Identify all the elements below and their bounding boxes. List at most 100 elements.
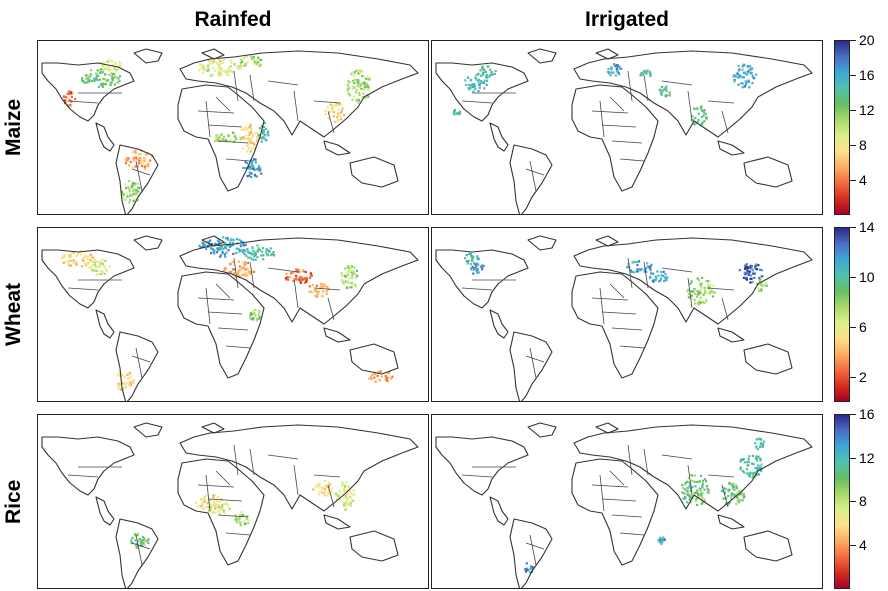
yield-pixel	[254, 144, 257, 147]
yield-pixel	[248, 133, 251, 136]
yield-pixel	[226, 236, 229, 240]
yield-pixel	[209, 243, 212, 246]
yield-pixel	[248, 174, 251, 177]
yield-pixel	[733, 493, 736, 496]
yield-pixel	[232, 238, 235, 242]
yield-pixel	[350, 282, 353, 285]
yield-pixel	[468, 252, 471, 255]
yield-pixel	[356, 78, 359, 82]
yield-pixel	[258, 311, 261, 314]
yield-pixel	[643, 270, 646, 273]
yield-pixel	[100, 68, 103, 71]
yield-pixel	[740, 493, 743, 496]
yield-pixel	[85, 77, 88, 80]
yield-pixel	[64, 253, 67, 257]
yield-pixel	[135, 191, 138, 194]
yield-pixel	[477, 263, 480, 266]
yield-pixel	[258, 316, 261, 319]
continent-outline	[573, 237, 813, 325]
yield-pixel	[690, 290, 693, 293]
yield-pixel	[269, 247, 272, 250]
yield-pixel	[248, 166, 251, 169]
yield-pixel	[744, 264, 747, 267]
yield-pixel	[93, 259, 96, 262]
yield-pixel	[737, 65, 740, 68]
yield-pixel	[352, 270, 355, 273]
yield-pixel	[524, 568, 527, 571]
yield-pixel	[247, 143, 250, 146]
yield-pixel	[684, 497, 687, 500]
yield-pixel	[728, 481, 731, 485]
yield-pixel	[738, 490, 741, 493]
yield-pixel	[752, 272, 755, 275]
yield-pixel	[660, 90, 663, 93]
yield-pixel	[701, 491, 704, 495]
yield-pixel	[702, 293, 705, 296]
colorbar-tick	[850, 377, 856, 378]
yield-pixel	[108, 73, 111, 77]
yield-pixel	[239, 137, 242, 140]
yield-pixel	[300, 279, 303, 282]
yield-pixel	[343, 484, 346, 487]
yield-pixel	[463, 257, 467, 260]
yield-pixel	[246, 248, 249, 251]
yield-pixel	[655, 277, 658, 280]
coastline-outline	[435, 48, 813, 214]
yield-pixel	[485, 83, 488, 86]
yield-pixel	[131, 151, 134, 154]
yield-pixel	[245, 262, 248, 265]
yield-pixel	[626, 266, 629, 269]
yield-pixel	[629, 269, 632, 272]
yield-pixel	[374, 380, 378, 383]
yield-pixel	[350, 71, 353, 74]
yield-pixel	[122, 381, 125, 384]
yield-pixel	[248, 141, 251, 144]
yield-pixel	[127, 186, 130, 189]
yield-pixel	[266, 254, 269, 257]
yield-pixel	[104, 267, 107, 270]
yield-pixel	[364, 86, 367, 89]
yield-pixel	[486, 79, 489, 82]
yield-pixel	[343, 274, 346, 278]
yield-pixel	[127, 373, 130, 376]
country-border	[249, 448, 255, 476]
yield-pixel	[691, 485, 694, 488]
yield-pixel	[618, 65, 621, 68]
yield-pixel	[346, 497, 349, 500]
yield-pixel	[346, 502, 349, 505]
colorbar-tick	[850, 75, 856, 76]
yield-pixel	[693, 117, 697, 120]
yield-pixel	[240, 511, 243, 514]
yield-pixel	[221, 252, 224, 255]
yield-pixel	[465, 84, 468, 87]
yield-pixel	[91, 268, 94, 271]
yield-pixel	[117, 77, 120, 80]
country-border	[643, 74, 649, 102]
yield-pixel	[219, 505, 222, 508]
yield-pixel	[703, 289, 707, 292]
yield-pixel	[251, 147, 254, 150]
yield-pixel	[359, 86, 362, 89]
yield-pixel	[99, 260, 102, 263]
yield-pixel	[240, 58, 243, 61]
yield-pixel	[71, 92, 74, 95]
yield-pixel	[649, 275, 652, 279]
continent-outline	[179, 424, 419, 512]
yield-pixel	[709, 285, 712, 288]
yield-pixel	[246, 261, 250, 264]
yield-pixel	[700, 124, 703, 127]
yield-pixel	[244, 134, 247, 137]
yield-pixel	[228, 245, 232, 248]
yield-pixel	[697, 493, 700, 496]
yield-pixel	[321, 491, 324, 494]
yield-pixel	[208, 63, 212, 66]
yield-pixel	[645, 270, 648, 273]
yield-pixel	[388, 376, 391, 379]
yield-pixel	[703, 286, 706, 289]
yield-pixel	[700, 285, 703, 288]
yield-pixel	[328, 111, 331, 114]
yield-pixel	[233, 139, 236, 142]
yield-pixel	[752, 474, 755, 477]
yield-pixel	[741, 494, 744, 497]
yield-pixel	[327, 481, 330, 484]
